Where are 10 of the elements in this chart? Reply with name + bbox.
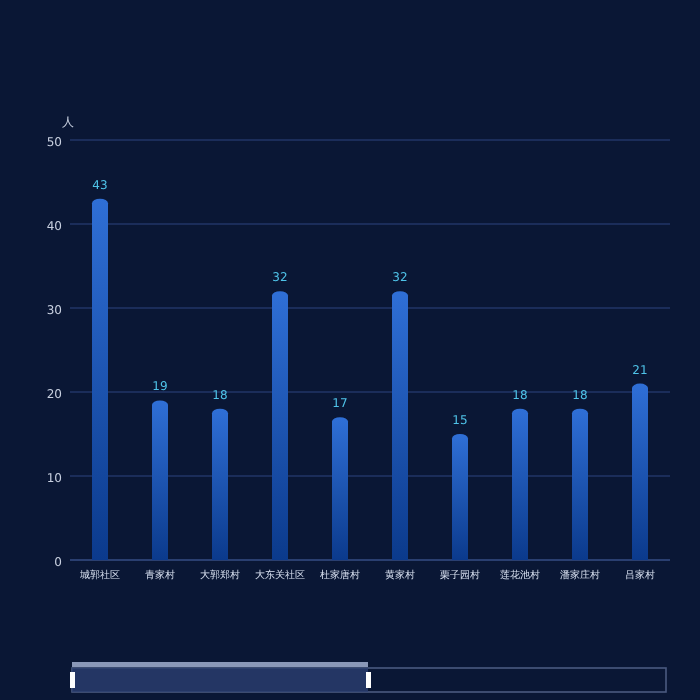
bar [272,291,288,560]
bar [92,198,108,560]
bar [212,408,228,560]
bar [512,408,528,560]
bar [572,408,588,560]
bar [152,400,168,560]
bar [452,434,468,560]
bar [632,383,648,560]
bar [392,291,408,560]
bar [332,417,348,560]
